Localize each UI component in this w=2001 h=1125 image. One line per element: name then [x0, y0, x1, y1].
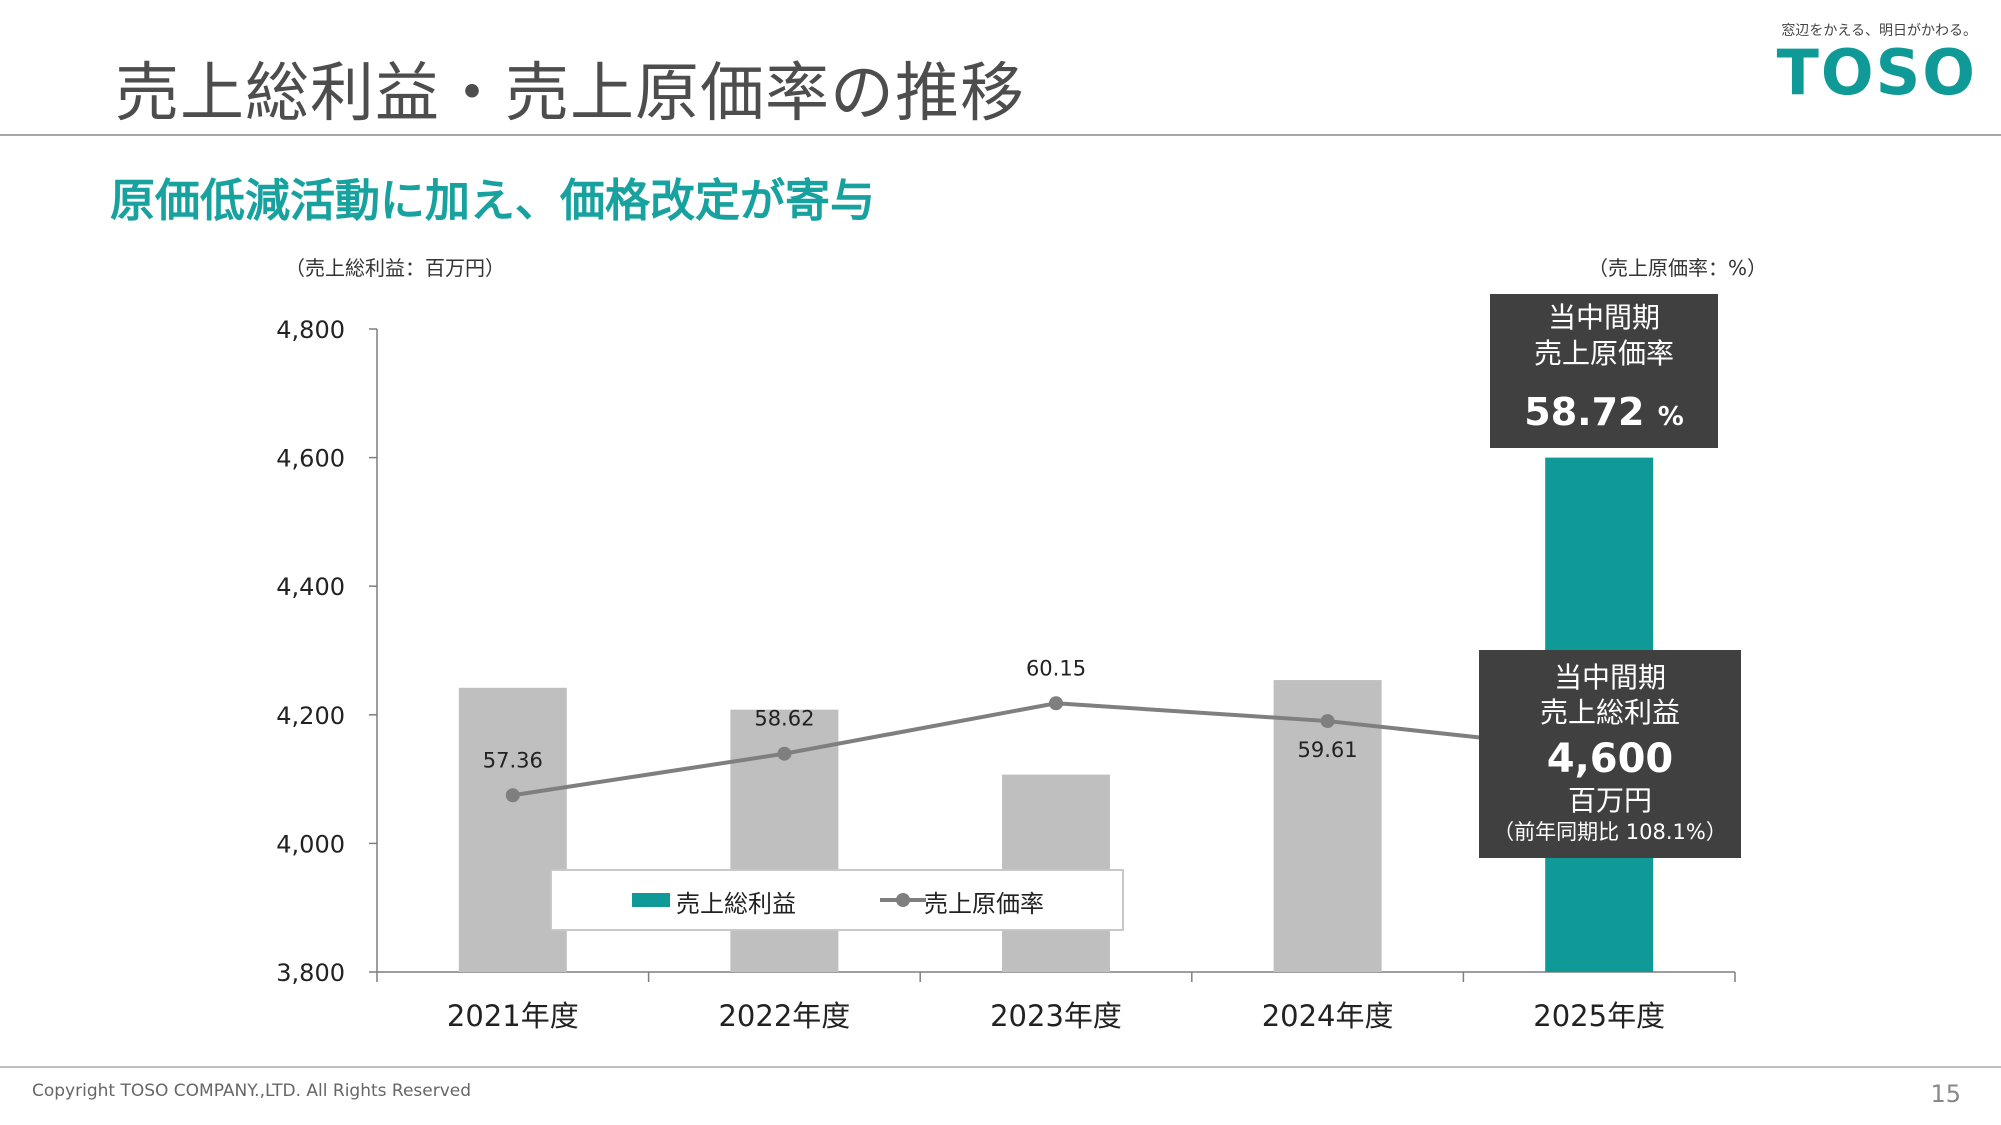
gross-profit-callout-period: 当中間期	[1553, 661, 1666, 694]
cost-rate-data-label: 60.15	[1026, 656, 1086, 680]
cost-rate-callout-period: 当中間期	[1547, 301, 1660, 334]
right-axis-unit: （売上原価率：%）	[1588, 256, 1768, 280]
cost-rate-callout-value: 58.72	[1524, 390, 1645, 434]
left-axis-unit: （売上総利益：百万円）	[285, 256, 505, 280]
title-divider	[0, 134, 2001, 136]
x-tick-label: 2022年度	[718, 999, 850, 1033]
y-tick-label: 4,200	[276, 702, 345, 730]
chart-legend: 売上総利益 売上原価率	[550, 869, 1124, 931]
cost-rate-callout-unit: %	[1657, 402, 1684, 432]
bar-2021年度	[458, 687, 567, 972]
x-tick-label: 2021年度	[447, 999, 579, 1033]
page-title: 売上総利益・売上原価率の推移	[115, 57, 1025, 131]
cost-rate-data-label: 57.36	[483, 748, 543, 772]
y-tick-label: 4,800	[276, 316, 345, 344]
y-tick-label: 4,000	[276, 830, 345, 858]
legend-bar-swatch	[632, 893, 670, 907]
page-number: 15	[1930, 1080, 1961, 1108]
cost-rate-callout-label: 売上原価率	[1533, 337, 1674, 370]
cost-rate-point	[1320, 714, 1335, 729]
legend-line-label: 売上原価率	[924, 890, 1044, 918]
cost-rate-callout-value-row: 58.72 %	[1490, 390, 1718, 434]
gross-profit-callout-value: 4,600	[1546, 736, 1674, 782]
y-tick-label: 3,800	[276, 959, 345, 987]
cost-rate-data-label: 58.62	[754, 707, 814, 731]
legend-line-marker	[896, 893, 910, 907]
cost-rate-point	[505, 788, 520, 803]
cost-rate-point	[1049, 696, 1063, 711]
gross-profit-callout-unit: 百万円	[1567, 784, 1652, 817]
y-tick-label: 4,400	[276, 573, 345, 601]
cost-rate-point	[777, 746, 792, 761]
gross-profit-callout: 当中間期 売上総利益 4,600 百万円 （前年同期比 108.1%）	[1479, 650, 1741, 858]
page-subtitle: 原価低減活動に加え、価格改定が寄与	[110, 174, 876, 227]
gross-profit-callout-yoy: （前年同期比 108.1%）	[1493, 820, 1727, 844]
logo-name: TOSO	[1776, 36, 1977, 109]
y-tick-label: 4,600	[276, 445, 345, 473]
gross-profit-callout-label: 売上総利益	[1539, 696, 1680, 729]
x-tick-label: 2025年度	[1533, 999, 1665, 1033]
legend-bar-label: 売上総利益	[676, 890, 796, 918]
bar-2024年度	[1273, 680, 1382, 972]
cost-rate-callout: 当中間期 売上原価率 58.72 %	[1490, 294, 1718, 448]
cost-rate-data-label: 59.61	[1298, 738, 1358, 762]
x-tick-label: 2023年度	[990, 999, 1122, 1033]
logo-tagline: 窓辺をかえる、明日がかわる。	[1781, 23, 1977, 39]
company-logo: 窓辺をかえる、明日がかわる。 TOSO	[1777, 20, 1977, 104]
copyright-text: Copyright TOSO COMPANY.,LTD. All Rights …	[32, 1081, 472, 1101]
footer-divider	[0, 1066, 2001, 1068]
x-tick-label: 2024年度	[1262, 999, 1394, 1033]
